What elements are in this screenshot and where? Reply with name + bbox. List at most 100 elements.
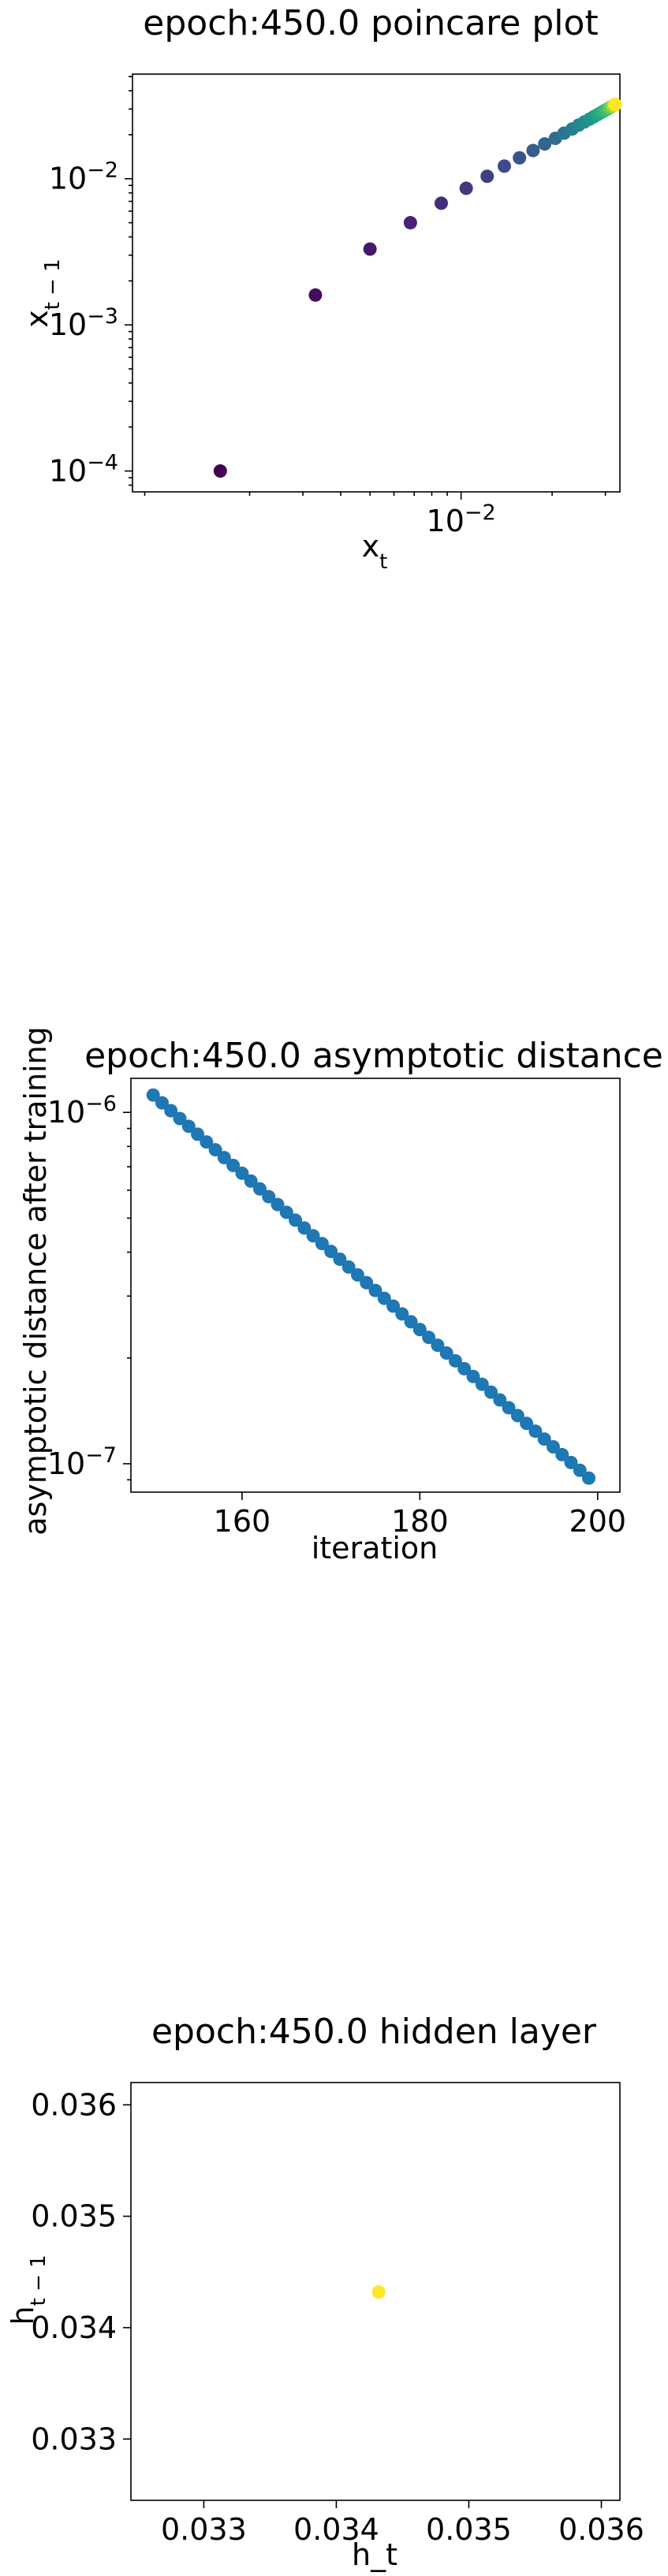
scatter-point	[466, 1369, 480, 1383]
scatter-point	[279, 1205, 293, 1219]
scatter-point	[315, 1237, 329, 1251]
scatter-point	[360, 1275, 374, 1290]
scatter-point	[431, 1338, 445, 1353]
y-tick-label: 10−4	[49, 450, 118, 489]
scatter-point	[306, 1229, 320, 1243]
y-ticks: 10−7 10−6	[47, 1092, 131, 1481]
y-ticks: 10−4 10−3 10−2	[49, 76, 132, 489]
scatter-point	[297, 1221, 312, 1235]
scatter-point	[368, 1283, 383, 1297]
scatter-points	[146, 1088, 596, 1485]
chart-title: epoch:450.0 asymptotic distance	[84, 1036, 663, 1076]
scatter-point	[341, 1260, 356, 1274]
plot-frame	[130, 1078, 621, 1493]
x-axis-label: iteration	[312, 1531, 438, 1565]
x-axis-label: h_t	[352, 2537, 397, 2572]
scatter-point	[226, 1159, 241, 1173]
plot-frame	[130, 2082, 621, 2501]
scatter-point	[395, 1307, 409, 1321]
x-tick-label: 200	[569, 1504, 627, 1539]
x-ticks: 160 180 200	[214, 1492, 626, 1539]
scatter-point	[386, 1299, 401, 1313]
chart-title: epoch:450.0 poincare plot	[143, 3, 598, 43]
scatter-point	[493, 1393, 507, 1407]
hidden-layer-plot: epoch:450.0 hidden layer 0.033 0.034 0.035…	[6, 2012, 644, 2572]
scatter-point	[324, 1245, 338, 1259]
scatter-point	[480, 169, 494, 184]
scatter-point	[497, 159, 511, 173]
scatter-point	[608, 97, 622, 111]
scatter-point	[573, 1463, 587, 1477]
scatter-point	[404, 1315, 418, 1329]
scatter-point	[181, 1119, 196, 1134]
x-tick-label: 0.033	[161, 2512, 247, 2547]
scatter-point	[448, 1353, 462, 1368]
scatter-point	[422, 1331, 436, 1345]
y-tick-label: 0.034	[31, 2310, 117, 2345]
scatter-point	[262, 1189, 276, 1204]
scatter-point	[146, 1088, 160, 1102]
chart-title: epoch:450.0 hidden layer	[151, 2012, 597, 2052]
scatter-point	[213, 464, 227, 478]
x-tick-label: 160	[214, 1504, 271, 1539]
scatter-point	[459, 181, 473, 195]
scatter-point	[235, 1166, 249, 1180]
scatter-point	[244, 1174, 258, 1188]
scatter-point	[377, 1291, 391, 1305]
asymptotic-distance-plot: epoch:450.0 asymptotic distance 160 180 20…	[18, 1026, 663, 1565]
scatter-point	[200, 1135, 214, 1149]
scatter-point	[502, 1401, 516, 1415]
scatter-point	[217, 1151, 231, 1165]
scatter-point	[208, 1143, 222, 1157]
scatter-point	[555, 1447, 569, 1461]
scatter-point	[528, 1424, 543, 1439]
x-axis-label: xt	[362, 529, 388, 574]
scatter-point	[439, 1346, 453, 1361]
scatter-point	[403, 216, 417, 230]
y-ticks: 0.033 0.034 0.035 0.036	[31, 2087, 131, 2456]
y-axis-label: asymptotic distance after training	[18, 1026, 53, 1536]
scatter-point	[371, 2285, 386, 2299]
scatter-point	[582, 1471, 596, 1485]
scatter-point	[289, 1213, 303, 1227]
y-tick-label: 0.036	[31, 2087, 117, 2122]
scatter-point	[510, 1409, 524, 1423]
x-tick-label: 0.036	[558, 2512, 644, 2547]
y-tick-label: 0.035	[31, 2199, 117, 2234]
scatter-point	[363, 242, 377, 256]
x-ticks: 0.033 0.034 0.035 0.036	[161, 2500, 644, 2547]
scatter-point	[457, 1361, 472, 1375]
scatter-point	[333, 1253, 347, 1267]
scatter-point	[412, 1323, 427, 1337]
scatter-points	[371, 2285, 386, 2299]
x-tick-label: 10−2	[427, 501, 496, 539]
x-ticks: 10−2	[144, 492, 606, 539]
x-tick-label: 0.034	[293, 2512, 379, 2547]
scatter-points	[213, 97, 622, 478]
scatter-point	[155, 1096, 169, 1110]
scatter-point	[520, 1416, 534, 1431]
y-tick-label: 10−2	[49, 158, 118, 196]
scatter-point	[537, 1432, 551, 1446]
y-tick-label: 0.033	[31, 2422, 117, 2456]
x-tick-label: 180	[391, 1504, 449, 1539]
scatter-point	[513, 151, 527, 165]
scatter-point	[308, 288, 323, 302]
scatter-point	[484, 1385, 498, 1399]
scatter-point	[538, 137, 552, 151]
y-tick-label: 10−7	[47, 1442, 117, 1481]
poincare-plot: epoch:450.0 poincare plot 10−2 10−410−31…	[20, 3, 622, 574]
scatter-point	[252, 1182, 267, 1196]
scatter-point	[526, 143, 540, 158]
x-tick-label: 0.035	[426, 2512, 512, 2547]
y-tick-label: 10−3	[49, 304, 118, 343]
scatter-point	[271, 1197, 285, 1212]
scatter-point	[191, 1127, 205, 1141]
scatter-point	[164, 1104, 178, 1118]
scatter-point	[546, 1440, 560, 1454]
scatter-point	[350, 1268, 364, 1282]
y-tick-label: 10−6	[47, 1092, 117, 1130]
scatter-point	[173, 1111, 187, 1126]
plot-frame	[132, 73, 621, 493]
